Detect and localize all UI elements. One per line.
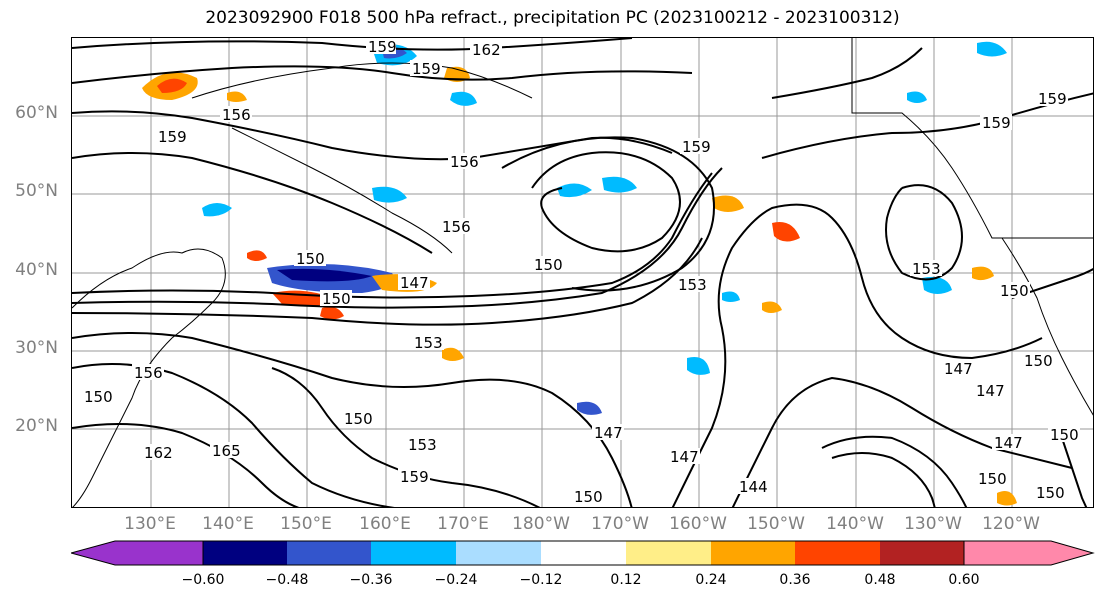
contour-label: 150 (1050, 426, 1079, 444)
lon-label: 150°E (280, 514, 332, 534)
lon-label: 120°W (982, 514, 1040, 534)
lon-label: 160°W (669, 514, 727, 534)
colorbar-label: −0.12 (519, 572, 563, 588)
contour-label: 156 (450, 153, 479, 171)
lon-label: 180°W (512, 514, 570, 534)
contour-label: 150 (1000, 282, 1029, 300)
precip-shading (142, 41, 1017, 506)
colorbar-segment (795, 541, 880, 565)
contour-label: 159 (1038, 90, 1067, 108)
contour-label: 159 (400, 468, 429, 486)
colorbar (71, 540, 1095, 566)
colorbar-label: 0.36 (779, 572, 811, 588)
contour-label: 162 (144, 444, 173, 462)
contour-label: 150 (978, 470, 1007, 488)
contour-label: 150 (344, 410, 373, 428)
contour-labels: 159 162 159 156 159 156 159 156 150 150 … (82, 38, 1080, 506)
colorbar-segment (371, 541, 456, 565)
contour-label: 165 (212, 442, 241, 460)
lon-label: 150°W (747, 514, 805, 534)
colorbar-label: 0.60 (948, 572, 980, 588)
colorbar-segment (711, 541, 795, 565)
contour-label: 159 (158, 128, 187, 146)
contour-label: 162 (472, 41, 501, 59)
contour-label: 147 (670, 448, 699, 466)
contour-label: 147 (994, 434, 1023, 452)
contour-label: 150 (1036, 484, 1065, 502)
contour-label: 147 (594, 424, 623, 442)
lon-label: 160°E (359, 514, 411, 534)
lon-label: 130°W (904, 514, 962, 534)
contour-label: 159 (412, 60, 441, 78)
contour-label: 153 (414, 334, 443, 352)
contour-label: 150 (534, 256, 563, 274)
colorbar-label: 0.48 (864, 572, 896, 588)
contour-label: 147 (944, 360, 973, 378)
colorbar-extend-max (963, 540, 1095, 566)
contour-label: 147 (976, 382, 1005, 400)
lon-label: 140°E (202, 514, 254, 534)
lon-label: 170°E (437, 514, 489, 534)
lat-label-50n: 50°N (15, 181, 58, 201)
graticule (72, 38, 1093, 507)
lon-label: 170°W (591, 514, 649, 534)
contour-label: 150 (1024, 352, 1053, 370)
colorbar-label: −0.24 (434, 572, 478, 588)
colorbar-label: −0.36 (349, 572, 393, 588)
colorbar-label: −0.48 (265, 572, 309, 588)
colorbar-extend-min (71, 540, 204, 566)
lat-label-30n: 30°N (15, 338, 58, 358)
contour-label: 159 (682, 138, 711, 156)
contour-label: 156 (134, 364, 163, 382)
contour-label: 153 (678, 276, 707, 294)
contour-label: 147 (400, 274, 429, 292)
contour-label: 150 (574, 488, 603, 506)
map-title: 2023092900 F018 500 hPa refract., precip… (205, 8, 900, 28)
contour-label: 159 (368, 38, 397, 56)
colorbar-segment (287, 541, 371, 565)
contour-label: 144 (739, 478, 768, 496)
colorbar-segment (626, 541, 711, 565)
contour-label: 150 (84, 388, 113, 406)
colorbar-label: 0.12 (610, 572, 642, 588)
map-canvas: 159 162 159 156 159 156 159 156 150 150 … (72, 38, 1093, 507)
lon-label: 130°E (124, 514, 176, 534)
lon-label: 140°W (826, 514, 884, 534)
lat-label-60n: 60°N (15, 103, 58, 123)
contour-label: 156 (442, 218, 471, 236)
contour-label: 159 (982, 114, 1011, 132)
map-panel: 159 162 159 156 159 156 159 156 150 150 … (71, 37, 1094, 508)
colorbar-segment (880, 541, 964, 565)
colorbar-label: −0.60 (181, 572, 225, 588)
contour-label: 153 (912, 260, 941, 278)
lat-label-20n: 20°N (15, 416, 58, 436)
colorbar-segment (456, 541, 541, 565)
colorbar-label: 0.24 (695, 572, 727, 588)
contour-label: 150 (322, 290, 351, 308)
contour-label: 156 (222, 106, 251, 124)
contour-label: 153 (408, 436, 437, 454)
colorbar-segment (541, 541, 626, 565)
lat-label-40n: 40°N (15, 260, 58, 280)
colorbar-segment (203, 541, 287, 565)
contour-label: 150 (296, 250, 325, 268)
